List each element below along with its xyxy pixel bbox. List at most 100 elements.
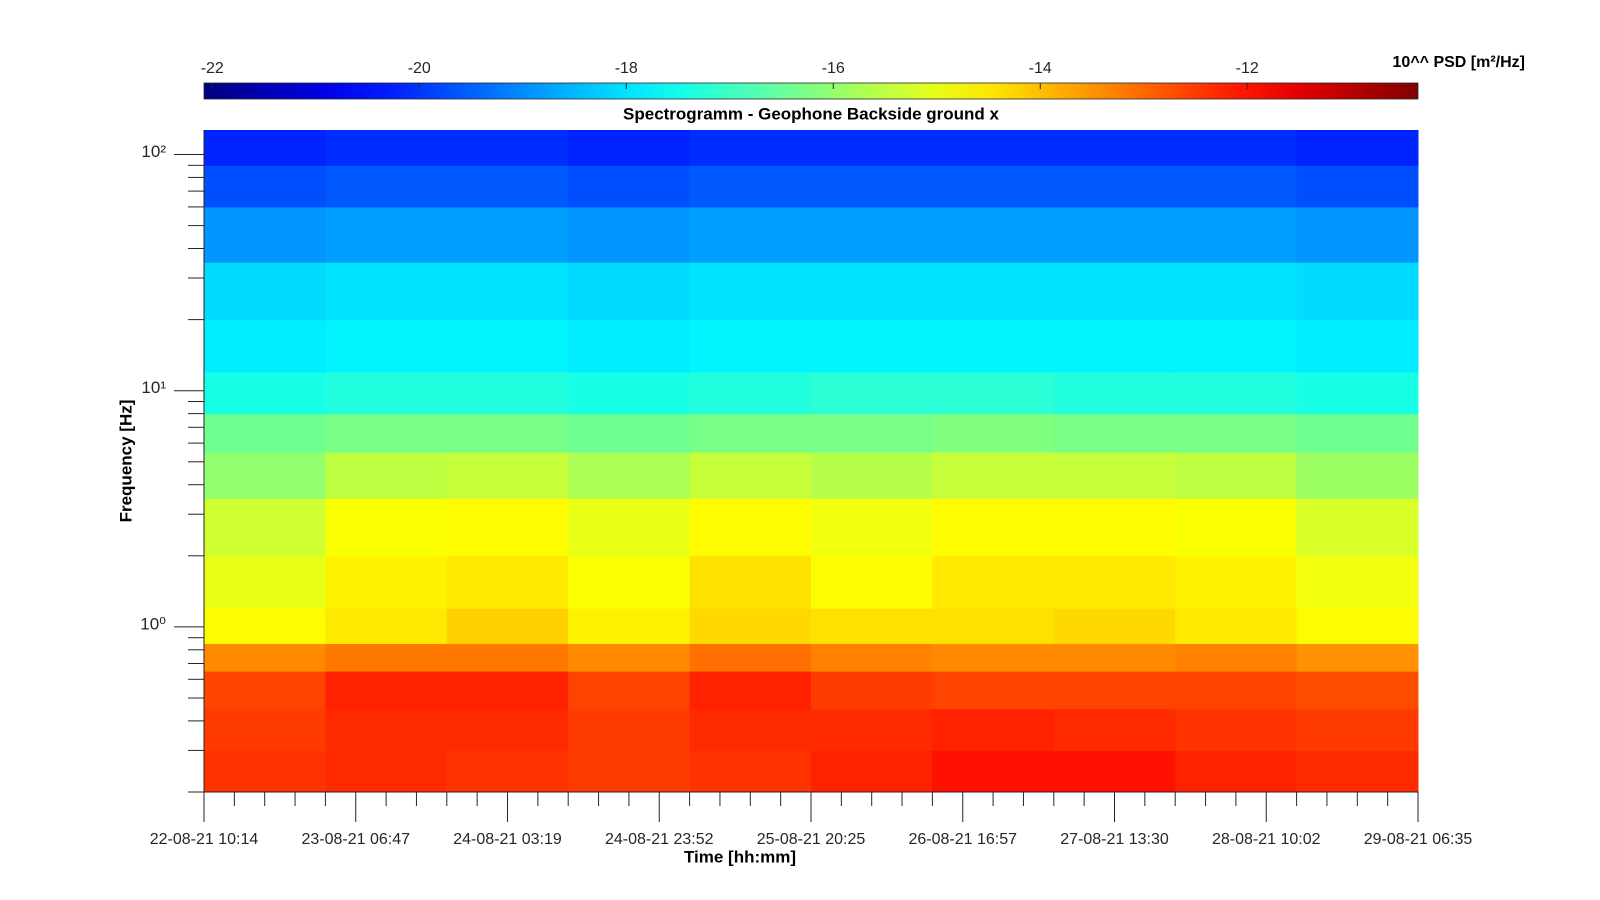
heat-cell — [204, 643, 326, 672]
heat-cell — [568, 498, 691, 557]
heat-cell — [689, 750, 812, 793]
heat-cell — [1296, 708, 1419, 751]
heat-cell — [1296, 165, 1419, 208]
heat-cell — [325, 165, 448, 208]
heat-cell — [1053, 262, 1176, 321]
heat-cell — [1053, 671, 1176, 710]
heat-cell — [1175, 608, 1298, 645]
heat-cell — [1175, 498, 1298, 557]
heat-cell — [932, 262, 1055, 321]
heat-cell — [568, 372, 691, 415]
heat-cell — [204, 130, 326, 166]
heat-cell — [1053, 708, 1176, 751]
heat-cell — [1053, 498, 1176, 557]
heat-cell — [932, 643, 1055, 672]
heat-cell — [568, 206, 691, 263]
heat-cell — [1175, 319, 1298, 373]
x-tick-label: 23-08-21 06:47 — [301, 831, 410, 848]
heat-cell — [1296, 452, 1419, 499]
x-tick-label: 29-08-21 06:35 — [1364, 831, 1473, 848]
heat-cell — [325, 372, 448, 415]
heat-cell — [1175, 750, 1298, 793]
y-tick-label: 10² — [141, 142, 166, 161]
heat-cell — [204, 555, 326, 609]
chart-title: Spectrogramm - Geophone Backside ground … — [623, 104, 1000, 123]
heat-cell — [1175, 671, 1298, 710]
heat-cell — [1053, 319, 1176, 373]
heat-cell — [204, 319, 326, 373]
heat-cell — [689, 319, 812, 373]
heat-cell — [1296, 608, 1419, 645]
colorbar-tick-label: -18 — [615, 60, 638, 77]
heat-cell — [568, 555, 691, 609]
heat-cell — [446, 452, 569, 499]
heat-cell — [204, 413, 326, 453]
heat-cell — [325, 643, 448, 672]
heat-cell — [1053, 165, 1176, 208]
colorbar-tick-label: -12 — [1236, 60, 1259, 77]
heat-cell — [1296, 671, 1419, 710]
heat-cell — [204, 608, 326, 645]
heat-cell — [325, 498, 448, 557]
heat-cell — [325, 708, 448, 751]
heat-cell — [325, 452, 448, 499]
heat-cell — [204, 206, 326, 263]
heat-cell — [1296, 130, 1419, 166]
heat-cell — [811, 452, 933, 499]
heat-cell — [811, 608, 933, 645]
heat-cell — [568, 608, 691, 645]
heat-cell — [204, 452, 326, 499]
heat-cell — [1053, 452, 1176, 499]
heat-cell — [1053, 130, 1176, 166]
heat-cell — [1296, 262, 1419, 321]
heat-cell — [446, 262, 569, 321]
heat-cell — [932, 555, 1055, 609]
heat-cell — [568, 130, 691, 166]
heatmap — [204, 130, 1419, 793]
heat-cell — [1175, 130, 1298, 166]
heat-cell — [932, 671, 1055, 710]
heat-cell — [1053, 206, 1176, 263]
x-tick-label: 28-08-21 10:02 — [1212, 831, 1321, 848]
heat-cell — [446, 608, 569, 645]
heat-cell — [932, 750, 1055, 793]
heat-cell — [446, 319, 569, 373]
heat-cell — [811, 555, 933, 609]
axes: -22 -20 -18 -16 -14 -12 22-08-21 10:14 23-08-21… — [140, 60, 1472, 848]
heat-cell — [932, 608, 1055, 645]
heat-cell — [1053, 750, 1176, 793]
heat-cell — [446, 165, 569, 208]
heat-cell — [568, 643, 691, 672]
colorbar-tick-label: -20 — [408, 60, 431, 77]
heat-cell — [689, 498, 812, 557]
heat-cell — [1296, 498, 1419, 557]
heat-cell — [446, 555, 569, 609]
colorbar-label: 10^^ PSD [m²/Hz] — [1393, 54, 1525, 71]
y-tick-label: 10¹ — [141, 378, 166, 397]
heat-cell — [811, 372, 933, 415]
heat-cell — [1175, 413, 1298, 453]
heat-cell — [932, 319, 1055, 373]
heat-cell — [811, 130, 933, 166]
heat-cell — [932, 452, 1055, 499]
heat-cell — [325, 671, 448, 710]
heat-cell — [325, 555, 448, 609]
heat-cell — [325, 262, 448, 321]
x-tick-label: 22-08-21 10:14 — [150, 831, 259, 848]
heat-cell — [689, 708, 812, 751]
heat-cell — [811, 498, 933, 557]
x-tick-label: 27-08-21 13:30 — [1060, 831, 1169, 848]
x-tick-label: 26-08-21 16:57 — [908, 831, 1017, 848]
heat-cell — [811, 262, 933, 321]
heat-cell — [446, 750, 569, 793]
heat-cell — [689, 643, 812, 672]
heat-cell — [568, 708, 691, 751]
heat-cell — [1053, 372, 1176, 415]
heat-cell — [204, 671, 326, 710]
heat-cell — [1053, 643, 1176, 672]
heat-cell — [446, 413, 569, 453]
heat-cell — [204, 750, 326, 793]
heat-cell — [1296, 555, 1419, 609]
heat-cell — [689, 555, 812, 609]
